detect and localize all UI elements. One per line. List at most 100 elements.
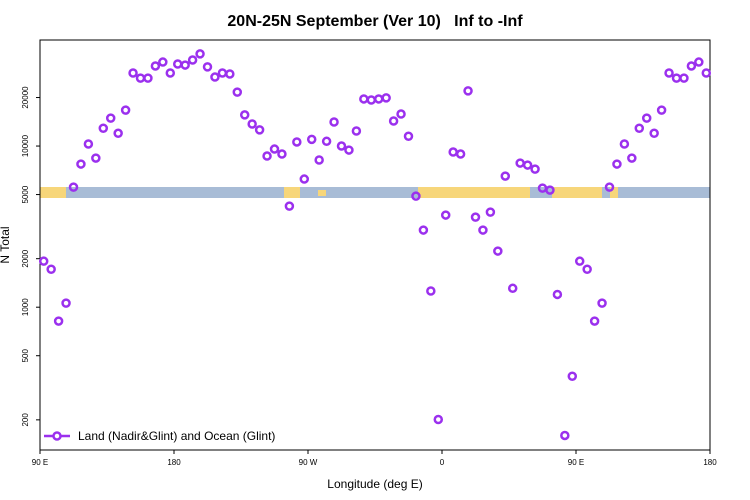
point — [560, 430, 570, 441]
point — [552, 289, 563, 300]
point — [470, 212, 481, 222]
y-tick-label: 1000 — [21, 298, 30, 316]
point — [336, 141, 347, 151]
point — [172, 59, 183, 69]
map-strip — [40, 187, 710, 198]
point — [448, 147, 458, 157]
y-tick-label: 500 — [21, 348, 30, 362]
point — [381, 93, 391, 103]
point — [143, 73, 153, 83]
point — [463, 86, 473, 96]
point — [359, 94, 369, 104]
point — [165, 68, 176, 78]
point — [83, 139, 94, 149]
point — [686, 61, 697, 71]
point — [649, 128, 659, 139]
point — [366, 95, 377, 105]
y-axis-label: N Total — [0, 226, 12, 263]
point — [440, 210, 451, 220]
point — [701, 68, 712, 78]
x-tick-label: 0 — [440, 458, 445, 467]
point — [500, 171, 511, 181]
point — [455, 149, 466, 159]
point — [493, 246, 503, 256]
point — [239, 110, 250, 120]
point — [98, 123, 109, 133]
point — [597, 298, 607, 308]
point — [120, 105, 131, 115]
point — [388, 116, 399, 126]
point — [679, 73, 689, 83]
y-tick-label: 5000 — [21, 185, 30, 203]
y-tick-label: 20000 — [21, 86, 30, 109]
point — [68, 182, 79, 192]
point — [694, 57, 704, 67]
point — [46, 264, 56, 274]
point — [545, 185, 555, 195]
point — [396, 109, 406, 119]
point — [507, 283, 518, 294]
point — [344, 145, 354, 155]
point — [247, 119, 257, 129]
point — [403, 131, 414, 142]
point — [217, 68, 228, 78]
point — [135, 73, 146, 83]
point — [284, 201, 295, 211]
point — [478, 225, 488, 235]
chart-title: 20N-25N September (Ver 10) Inf to -Inf — [227, 13, 523, 30]
point — [306, 134, 317, 145]
point — [530, 164, 540, 174]
point — [619, 139, 630, 149]
x-tick-label: 180 — [167, 458, 181, 467]
point — [254, 125, 265, 135]
point — [38, 256, 49, 266]
point — [426, 286, 436, 296]
point — [76, 159, 86, 169]
point — [232, 87, 243, 97]
point — [202, 62, 213, 72]
x-tick-label: 180 — [703, 458, 717, 467]
point — [61, 298, 71, 308]
point — [128, 68, 138, 78]
point — [641, 113, 652, 123]
y-tick-label: 200 — [21, 413, 30, 427]
y-tick-label: 10000 — [21, 134, 30, 157]
point — [269, 144, 280, 154]
x-tick-label: 90 E — [568, 458, 584, 467]
point — [418, 225, 429, 235]
point — [433, 414, 444, 425]
point — [105, 113, 116, 123]
point — [671, 73, 682, 83]
point — [321, 136, 332, 147]
point — [299, 174, 310, 184]
point — [314, 155, 324, 165]
legend-label: Land (Nadir&Glint) and Ocean (Glint) — [78, 429, 275, 443]
plot-frame — [39, 39, 711, 451]
point — [411, 191, 421, 201]
point — [485, 207, 496, 217]
point — [113, 128, 123, 139]
point — [664, 68, 674, 78]
point — [277, 149, 287, 159]
point — [187, 55, 198, 65]
point — [522, 160, 533, 170]
point — [292, 137, 302, 147]
point — [210, 72, 220, 82]
point — [656, 105, 667, 115]
point — [225, 69, 235, 79]
point — [373, 94, 384, 104]
x-tick-label: 90 E — [32, 458, 48, 467]
point — [567, 371, 578, 381]
x-axis-label: Longitude (deg E) — [327, 477, 422, 491]
x-tick-label: 90 W — [299, 458, 318, 467]
point — [91, 153, 101, 163]
point — [351, 126, 362, 136]
point — [574, 256, 585, 266]
point — [180, 60, 190, 70]
point — [515, 158, 525, 168]
y-tick-label: 2000 — [21, 249, 30, 267]
point — [158, 57, 168, 67]
point — [262, 151, 272, 161]
point — [612, 159, 622, 169]
